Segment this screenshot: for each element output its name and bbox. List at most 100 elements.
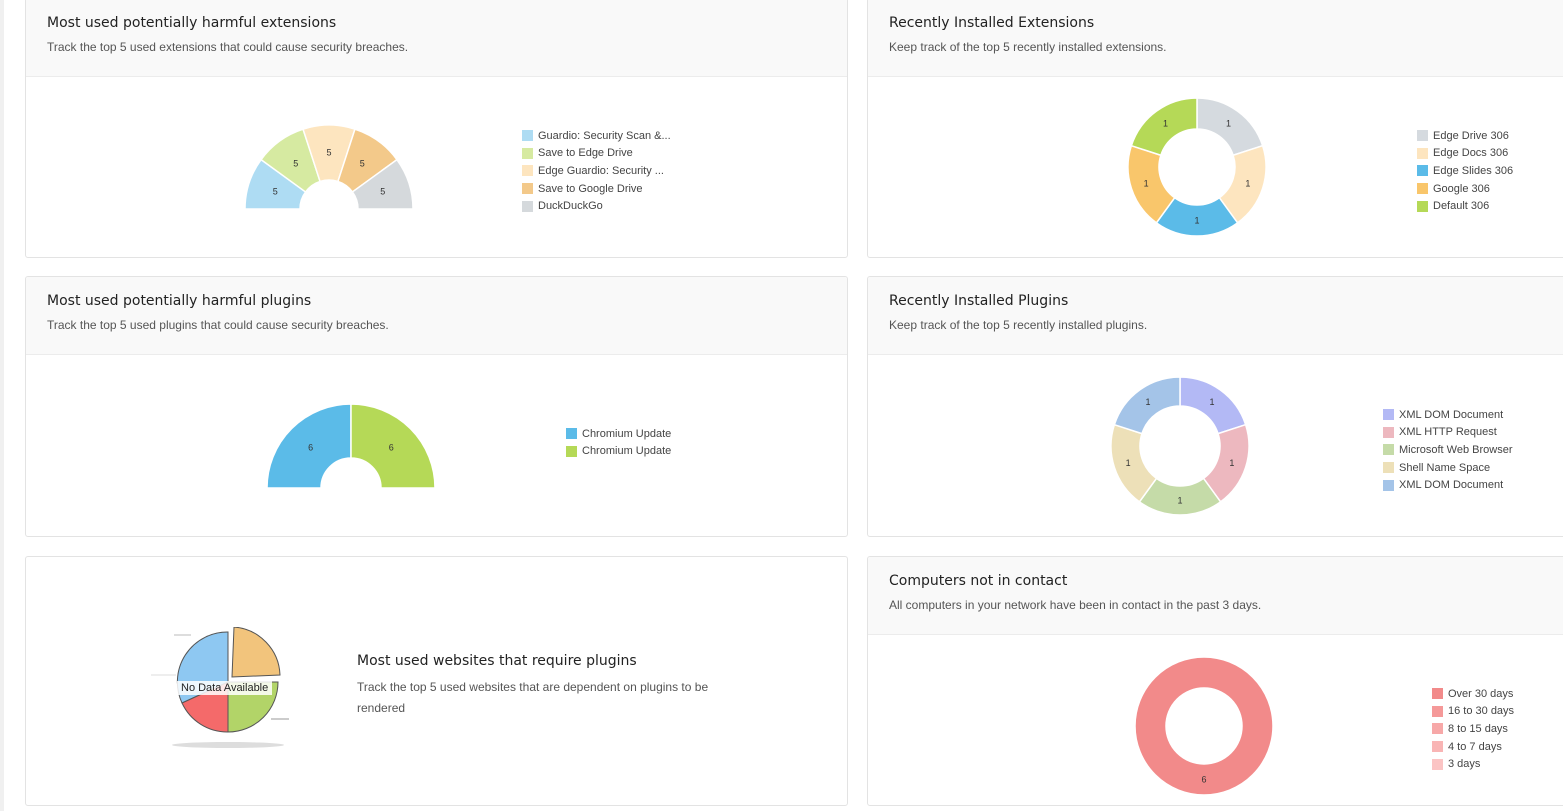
chart-slice[interactable] [351,158,414,210]
chart: 6 [1134,656,1274,796]
legend-item[interactable]: XML DOM Document [1383,406,1513,424]
card-title: Recently Installed Plugins [889,293,1069,309]
slice-value-label: 1 [1126,458,1131,468]
legend-label: Default 306 [1433,200,1490,213]
legend-item[interactable]: 8 to 15 days [1432,720,1514,738]
legend-item[interactable]: Shell Name Space [1383,459,1513,477]
legend-item[interactable]: Microsoft Web Browser [1383,441,1513,459]
legend-item[interactable]: 16 to 30 days [1432,703,1514,721]
card-recent-plugins: Recently Installed Plugins Keep track of… [867,276,1563,537]
legend-label: Edge Drive 306 [1433,129,1509,142]
chart-slice[interactable] [1134,656,1274,796]
legend-swatch [522,200,533,212]
legend-swatch [1432,758,1443,770]
legend-item[interactable]: Edge Guardio: Security ... [522,162,671,180]
legend-item[interactable]: Edge Docs 306 [1417,145,1513,163]
slice-value-label: 1 [1245,179,1250,189]
legend-item[interactable]: Save to Google Drive [522,180,671,198]
legend-item[interactable]: XML DOM Document [1383,476,1513,494]
legend-swatch [1432,723,1443,735]
legend-label: 4 to 7 days [1448,740,1502,753]
chart: 1 1 1 1 1 [1127,97,1267,237]
legend-swatch [1417,165,1428,177]
legend-item[interactable]: Chromium Update [566,443,671,461]
card-header [26,0,847,77]
card-header [868,557,1563,635]
chart-legend: Guardio: Security Scan &... Save to Edge … [522,127,671,215]
chart-slice[interactable] [1130,97,1198,157]
legend-item[interactable]: Edge Slides 306 [1417,162,1513,180]
slice-value-label: 5 [380,187,385,197]
legend-item[interactable]: XML HTTP Request [1383,424,1513,442]
legend-label: Save to Google Drive [538,182,643,195]
card-subtitle: Keep track of the top 5 recently install… [889,318,1148,332]
legend-item[interactable]: Over 30 days [1432,685,1514,703]
card-subtitle: Track the top 5 used extensions that cou… [47,40,409,54]
legend-label: XML DOM Document [1399,479,1504,492]
legend-label: Shell Name Space [1399,461,1491,474]
legend-swatch [522,165,533,177]
slice-value-label: 5 [273,187,278,197]
legend-item[interactable]: 3 days [1432,755,1514,773]
slice-value-label: 5 [326,148,331,158]
legend-label: XML HTTP Request [1399,426,1497,439]
card-title: Recently Installed Extensions [889,15,1095,31]
card-harmful-plugins: Most used potentially harmful plugins Tr… [25,276,848,537]
legend-item[interactable]: Google 306 [1417,180,1513,198]
legend-item[interactable]: Guardio: Security Scan &... [522,127,671,145]
slice-value-label: 1 [1177,496,1182,506]
slice-value-label: 6 [308,443,313,453]
legend-label: Guardio: Security Scan &... [538,129,671,142]
legend-swatch [1383,479,1394,491]
slice-value-label: 6 [389,443,394,453]
card-header [26,277,847,355]
slice-value-label: 5 [293,158,298,168]
legend-item[interactable]: 4 to 7 days [1432,738,1514,756]
legend-label: 3 days [1448,758,1481,771]
card-subtitle: All computers in your network have been … [889,598,1262,612]
card-websites-plugins: No Data Available Most used websites tha… [25,556,848,806]
legend-item[interactable]: Edge Drive 306 [1417,127,1513,145]
card-title: Most used potentially harmful plugins [47,293,312,309]
legend-swatch [1432,741,1443,753]
legend-swatch [522,130,533,142]
slice-value-label: 1 [1144,179,1149,189]
no-data-pie-illustration [151,627,289,748]
left-edge [0,0,4,811]
legend-label: Edge Docs 306 [1433,147,1509,160]
legend-label: Edge Slides 306 [1433,164,1514,177]
chart: 1 1 1 1 1 [1110,376,1250,516]
legend-swatch [1383,444,1394,456]
card-subtitle: Track the top 5 used plugins that could … [47,318,389,332]
chart-legend: Over 30 days 16 to 30 days 8 to 15 days 4 t… [1432,685,1514,773]
legend-label: Chromium Update [582,427,672,440]
legend-swatch [1417,130,1428,142]
slice-value-label: 1 [1229,458,1234,468]
legend-item[interactable]: Chromium Update [566,425,671,443]
legend-label: Chromium Update [582,445,672,458]
legend-item[interactable]: DuckDuckGo [522,197,671,215]
legend-label: Save to Edge Drive [538,147,633,160]
chart-slice[interactable] [350,403,436,489]
slice-value-label: 1 [1163,119,1168,129]
legend-label: 16 to 30 days [1448,705,1515,718]
legend-swatch [1417,183,1428,195]
chart-legend: Edge Drive 306 Edge Docs 306 Edge Slides 3… [1417,127,1513,215]
slice-value-label: 1 [1145,397,1150,407]
legend-swatch [1417,200,1428,212]
chart: 5 5 5 5 5 [244,124,414,210]
chart-slice[interactable] [1113,376,1181,435]
legend-label: DuckDuckGo [538,200,603,213]
legend-item[interactable]: Default 306 [1417,197,1513,215]
slice-value-label: 1 [1226,119,1231,129]
chart-slice[interactable] [266,403,352,489]
legend-swatch [522,147,533,159]
legend-item[interactable]: Save to Edge Drive [522,145,671,163]
legend-label: Microsoft Web Browser [1399,443,1513,456]
legend-swatch [1383,426,1394,438]
legend-swatch [1432,688,1443,700]
legend-label: XML DOM Document [1399,408,1504,421]
slice-value-label: 1 [1194,216,1199,226]
legend-swatch [522,183,533,195]
